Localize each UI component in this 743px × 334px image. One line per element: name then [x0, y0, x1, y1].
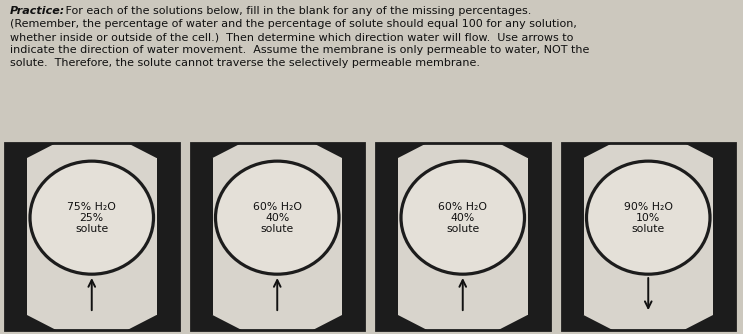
Ellipse shape [30, 161, 154, 274]
Polygon shape [5, 315, 178, 330]
Bar [583, 158, 713, 315]
Bar [190, 143, 364, 330]
Polygon shape [562, 143, 735, 158]
Ellipse shape [215, 161, 339, 274]
Polygon shape [398, 143, 528, 158]
Polygon shape [190, 315, 364, 330]
Bar [212, 158, 342, 315]
Bar [27, 158, 157, 315]
Ellipse shape [401, 161, 525, 274]
Bar [562, 143, 735, 330]
Polygon shape [190, 143, 364, 158]
Polygon shape [212, 143, 342, 158]
Polygon shape [27, 315, 157, 330]
Polygon shape [27, 143, 157, 158]
Bar [5, 143, 178, 330]
Bar [376, 143, 550, 330]
Text: 40%: 40% [450, 213, 475, 223]
Text: indicate the direction of water movement.  Assume the membrane is only permeable: indicate the direction of water movement… [10, 45, 589, 55]
Ellipse shape [586, 161, 710, 274]
Text: solute: solute [75, 224, 108, 234]
Text: solute.  Therefore, the solute cannot traverse the selectively permeable membran: solute. Therefore, the solute cannot tra… [10, 58, 480, 68]
Text: whether inside or outside of the cell.)  Then determine which direction water wi: whether inside or outside of the cell.) … [10, 32, 574, 42]
Polygon shape [398, 315, 528, 330]
Text: 10%: 10% [636, 213, 661, 223]
Text: Practice:: Practice: [10, 6, 65, 16]
Text: 25%: 25% [80, 213, 104, 223]
Text: 40%: 40% [265, 213, 289, 223]
Text: 75% H₂O: 75% H₂O [68, 202, 116, 212]
Text: solute: solute [632, 224, 665, 234]
Text: 60% H₂O: 60% H₂O [438, 202, 487, 212]
Polygon shape [376, 315, 550, 330]
Polygon shape [562, 315, 735, 330]
Polygon shape [376, 143, 550, 158]
Polygon shape [583, 315, 713, 330]
Text: (Remember, the percentage of water and the percentage of solute should equal 100: (Remember, the percentage of water and t… [10, 19, 577, 29]
Polygon shape [212, 315, 342, 330]
Bar [190, 143, 364, 330]
Bar [562, 143, 735, 330]
Text: 60% H₂O: 60% H₂O [253, 202, 302, 212]
Polygon shape [583, 143, 713, 158]
Bar [5, 143, 178, 330]
Bar [398, 158, 528, 315]
Text: For each of the solutions below, fill in the blank for any of the missing percen: For each of the solutions below, fill in… [62, 6, 531, 16]
Polygon shape [5, 143, 178, 158]
Text: solute: solute [446, 224, 479, 234]
Text: 90% H₂O: 90% H₂O [624, 202, 672, 212]
Bar [376, 143, 550, 330]
Text: solute: solute [261, 224, 294, 234]
